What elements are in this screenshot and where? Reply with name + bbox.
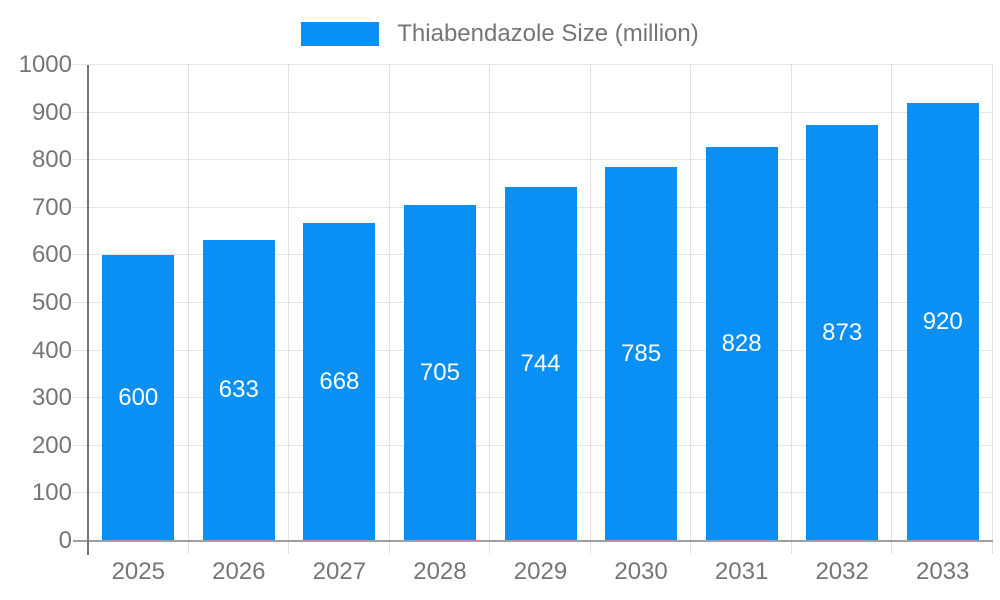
bar-value-label: 668: [319, 368, 360, 395]
plot-area: 600 633 668 705 744 785 828 873 920: [73, 64, 993, 555]
gridline-vertical: [489, 65, 491, 554]
x-tick-label: 2027: [312, 558, 367, 585]
y-tick-label: 800: [31, 146, 72, 174]
bar-2026[interactable]: 633: [202, 239, 275, 541]
y-tick-label: 300: [31, 384, 72, 412]
bar-value-label: 828: [721, 329, 762, 357]
gridline-vertical: [589, 65, 591, 554]
bar-value-label: 785: [621, 340, 662, 368]
x-tick-label: 2030: [614, 558, 668, 585]
bar-value-label: 600: [118, 384, 159, 412]
bar-2029[interactable]: 744: [504, 186, 577, 541]
x-tick-label: 2029: [513, 558, 568, 585]
y-tick-label: 500: [31, 289, 72, 316]
x-tick-label: 2028: [413, 558, 467, 585]
bar-2027[interactable]: 668: [303, 223, 376, 541]
x-axis-line: [73, 540, 993, 542]
y-tick-label: 700: [31, 193, 72, 221]
y-tick-label: 200: [31, 431, 72, 459]
x-tick-label: 2025: [111, 558, 165, 585]
chart-legend[interactable]: Thiabendazole Size (million): [0, 14, 1000, 54]
bar-2031[interactable]: 828: [705, 146, 778, 541]
gridline-vertical: [187, 65, 189, 554]
y-tick-label: 1000: [18, 51, 72, 78]
bar-2025[interactable]: 600: [102, 255, 175, 541]
y-tick-label: 100: [31, 479, 72, 507]
gridline-vertical: [790, 65, 792, 554]
gridline-vertical: [288, 65, 290, 554]
y-tick-label: 600: [31, 241, 72, 269]
bar-value-label: 920: [922, 308, 963, 336]
bar-2030[interactable]: 785: [605, 167, 678, 541]
bar-value-label: 744: [520, 349, 561, 377]
bar-value-label: 705: [419, 359, 460, 387]
x-tick-label: 2026: [212, 558, 266, 585]
gridline-vertical: [992, 65, 993, 554]
y-tick-label: 400: [31, 336, 72, 364]
gridline-vertical: [388, 65, 390, 554]
bar-2033[interactable]: 920: [906, 103, 979, 541]
bar-2028[interactable]: 705: [403, 205, 476, 541]
bar-2032[interactable]: 873: [806, 125, 879, 541]
x-tick-label: 2031: [714, 558, 769, 585]
gridline-horizontal: [73, 64, 993, 65]
y-tick-label: 0: [58, 527, 72, 554]
gridline-horizontal: [73, 111, 993, 113]
y-axis-line: [87, 65, 89, 555]
gridline-vertical: [891, 65, 893, 554]
legend-label: Thiabendazole Size (million): [397, 20, 699, 47]
y-tick-label: 900: [31, 98, 72, 126]
x-tick-label: 2033: [916, 558, 970, 585]
gridline-vertical: [690, 65, 692, 554]
bar-value-label: 633: [218, 376, 259, 404]
x-tick-label: 2032: [815, 558, 869, 585]
legend-swatch-icon: [301, 22, 380, 46]
gridline-horizontal: [73, 159, 993, 161]
bar-value-label: 873: [822, 319, 863, 347]
